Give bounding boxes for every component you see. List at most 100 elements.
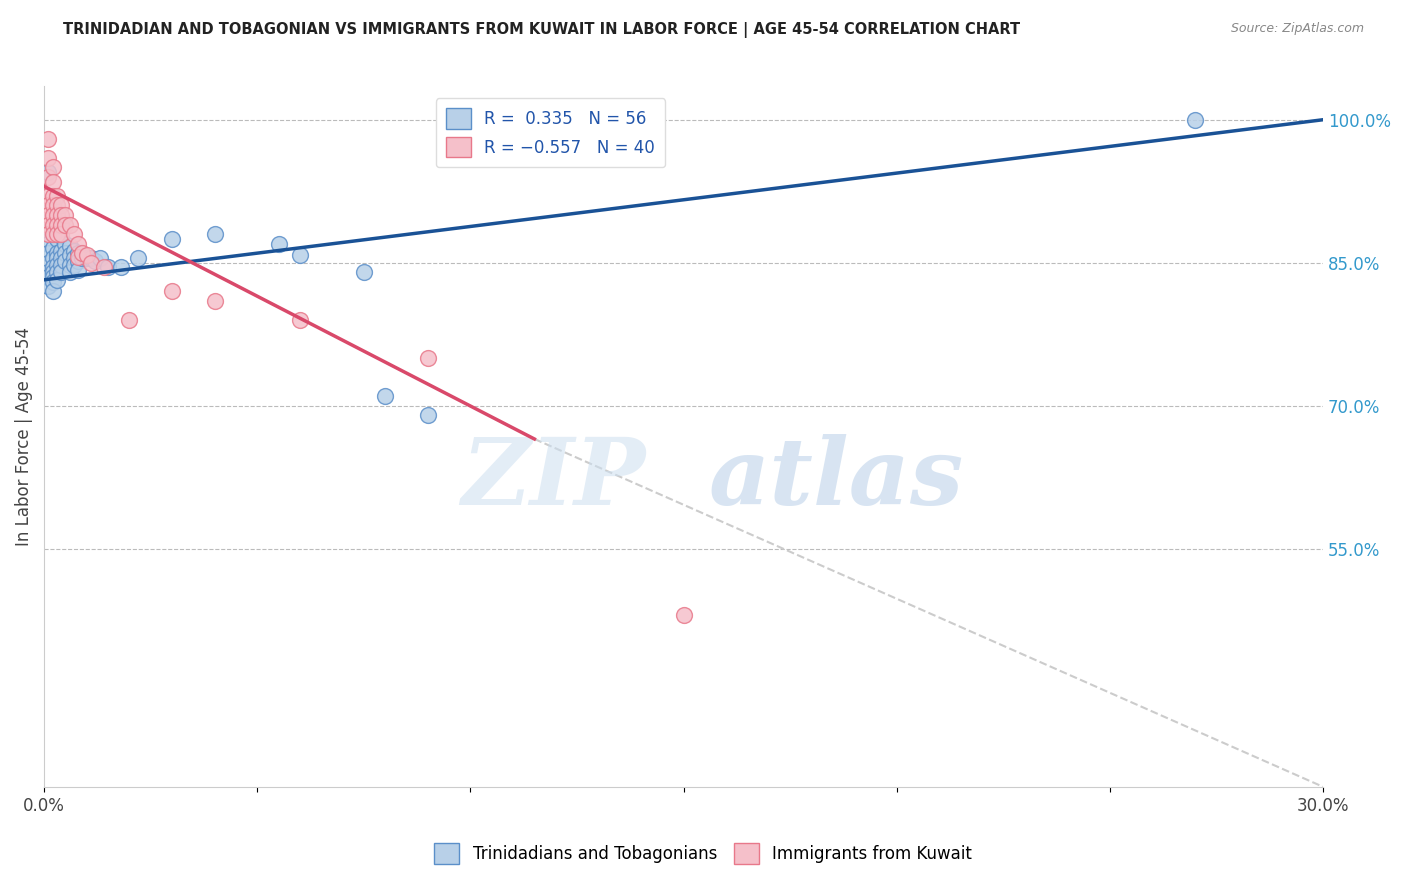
Point <box>127 251 149 265</box>
Point <box>37 227 59 241</box>
Point <box>37 255 59 269</box>
Point <box>67 246 90 260</box>
Point <box>416 408 439 422</box>
Point <box>55 218 77 232</box>
Point <box>76 248 98 262</box>
Point <box>45 258 67 272</box>
Point <box>118 313 141 327</box>
Legend: Trinidadians and Tobagonians, Immigrants from Kuwait: Trinidadians and Tobagonians, Immigrants… <box>427 837 979 871</box>
Point <box>45 198 67 212</box>
Point <box>41 175 63 189</box>
Point <box>41 161 63 175</box>
Point <box>67 236 90 251</box>
Point <box>80 255 103 269</box>
Point <box>41 270 63 285</box>
Point <box>672 608 695 623</box>
Point <box>97 260 120 275</box>
Point <box>55 253 77 268</box>
Point <box>51 265 73 279</box>
Point <box>45 227 67 241</box>
Point <box>63 258 86 272</box>
Point <box>374 389 396 403</box>
Point <box>67 263 90 277</box>
Point <box>59 258 82 272</box>
Point <box>37 189 59 203</box>
Point <box>55 246 77 260</box>
Y-axis label: In Labor Force | Age 45-54: In Labor Force | Age 45-54 <box>15 327 32 546</box>
Point <box>41 241 63 255</box>
Point <box>41 189 63 203</box>
Text: atlas: atlas <box>709 434 965 524</box>
Point <box>51 229 73 244</box>
Point <box>72 251 94 265</box>
Point <box>76 251 98 265</box>
Point <box>72 246 94 260</box>
Point <box>84 253 107 268</box>
Point <box>55 236 77 251</box>
Point <box>41 251 63 265</box>
Point <box>45 208 67 222</box>
Point <box>59 248 82 262</box>
Point <box>63 227 86 241</box>
Point <box>37 165 59 179</box>
Point <box>37 279 59 293</box>
Point <box>89 251 111 265</box>
Point <box>110 260 132 275</box>
Point <box>41 285 63 299</box>
Point <box>41 218 63 232</box>
Point <box>37 265 59 279</box>
Point <box>416 351 439 365</box>
Point <box>51 218 73 232</box>
Point <box>160 232 183 246</box>
Point <box>37 169 59 184</box>
Point <box>45 273 67 287</box>
Point <box>51 227 73 241</box>
Point <box>37 198 59 212</box>
Point <box>45 218 67 232</box>
Point <box>51 251 73 265</box>
Point <box>51 244 73 259</box>
Point <box>353 265 375 279</box>
Point <box>45 251 67 265</box>
Text: ZIP: ZIP <box>461 434 645 524</box>
Point <box>80 251 103 265</box>
Point <box>41 275 63 289</box>
Point <box>288 248 311 262</box>
Point <box>45 265 67 279</box>
Point <box>41 260 63 275</box>
Point <box>41 227 63 241</box>
Point <box>41 208 63 222</box>
Point <box>41 227 63 241</box>
Point <box>51 198 73 212</box>
Point <box>37 218 59 232</box>
Point <box>204 293 226 308</box>
Point <box>67 253 90 268</box>
Point <box>51 208 73 222</box>
Point <box>59 265 82 279</box>
Point <box>37 208 59 222</box>
Point <box>160 285 183 299</box>
Point <box>41 198 63 212</box>
Point <box>45 246 67 260</box>
Point <box>37 270 59 285</box>
Point <box>55 208 77 222</box>
Point <box>51 258 73 272</box>
Point <box>59 218 82 232</box>
Point <box>288 313 311 327</box>
Point <box>67 250 90 264</box>
Point <box>37 132 59 146</box>
Point <box>63 251 86 265</box>
Point <box>37 227 59 241</box>
Point <box>204 227 226 241</box>
Text: Source: ZipAtlas.com: Source: ZipAtlas.com <box>1230 22 1364 36</box>
Point <box>267 236 290 251</box>
Point <box>37 151 59 165</box>
Point <box>63 244 86 259</box>
Point <box>1184 112 1206 127</box>
Point <box>41 265 63 279</box>
Point <box>37 236 59 251</box>
Point <box>59 238 82 252</box>
Point <box>45 232 67 246</box>
Point <box>45 189 67 203</box>
Point <box>93 260 115 275</box>
